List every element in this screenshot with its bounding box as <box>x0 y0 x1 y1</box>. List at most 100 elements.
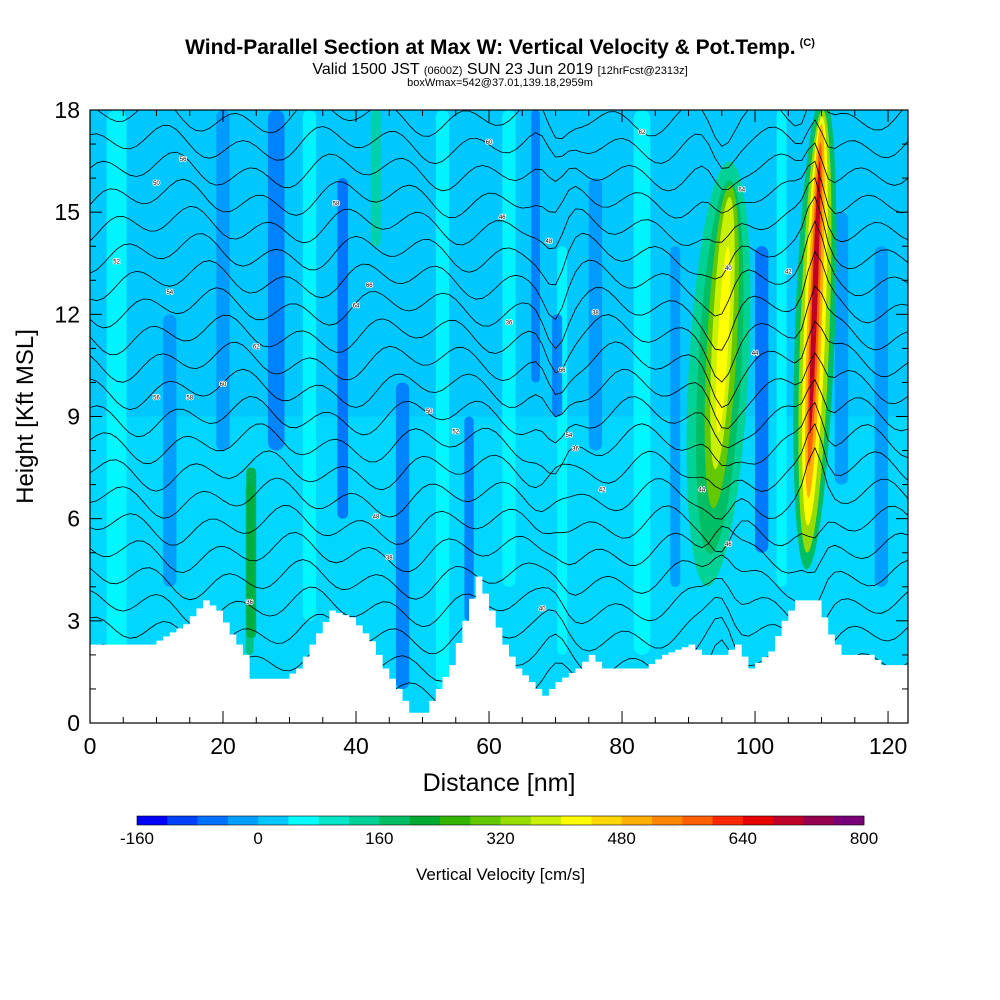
field-band <box>435 110 450 689</box>
contour-label: 46 <box>499 215 506 221</box>
theta-contour <box>90 250 908 351</box>
theta-contour <box>90 195 908 286</box>
colorbar-swatch <box>318 816 350 825</box>
contour-label: 44 <box>698 487 705 493</box>
contour-label: 62 <box>639 130 646 136</box>
theta-contour <box>90 285 908 383</box>
colorbar-swatch <box>591 816 622 825</box>
colorbar: -160 0 160 320 480 640 800 Vertical Velocity [c… <box>120 815 878 884</box>
contour-label: 60 <box>220 382 227 388</box>
contour-label: 54 <box>166 290 173 296</box>
theta-contour <box>90 160 908 219</box>
x-tick-label: 80 <box>609 733 635 759</box>
colorbar-tick-label: 320 <box>486 829 514 848</box>
contour-label: 40 <box>539 607 546 613</box>
colorbar-label: Vertical Velocity [cm/s] <box>416 865 585 884</box>
field-band <box>755 246 769 553</box>
colorbar-swatch <box>833 816 865 825</box>
x-tick-label: 40 <box>343 733 369 759</box>
chart-subtitle: Valid 1500 JST (0600Z) SUN 23 Jun 2019 [… <box>312 61 688 78</box>
y-axis-label: Height [Kft MSL] <box>12 329 39 504</box>
y-tick-label: 3 <box>67 608 80 634</box>
contour-label: 36 <box>572 447 579 453</box>
colorbar-tick-label: 800 <box>850 829 878 848</box>
theta-contour <box>90 505 908 553</box>
field-band <box>267 110 285 451</box>
y-tick-label: 9 <box>67 404 80 430</box>
y-tick-label: 15 <box>54 199 80 225</box>
field-band <box>588 178 603 451</box>
field-band <box>834 212 849 485</box>
updraft-shading <box>809 161 821 434</box>
colorbar-swatch <box>409 816 441 825</box>
theta-contour <box>90 578 908 645</box>
contour-label: 64 <box>353 304 360 310</box>
theta-contour <box>90 220 908 320</box>
colorbar-swatch <box>379 816 410 825</box>
colorbar-swatch <box>621 816 653 825</box>
y-tick-label: 0 <box>67 710 80 736</box>
downdraft-shading <box>552 314 563 417</box>
contour-label: 42 <box>785 269 792 275</box>
colorbar-tick-label: 0 <box>253 829 262 848</box>
colorbar-swatch <box>651 816 683 825</box>
contour-label: 50 <box>426 409 433 415</box>
terrain <box>90 576 908 723</box>
colorbar-swatch <box>712 816 744 825</box>
field-band <box>670 246 681 587</box>
colorbar-swatch <box>439 816 471 825</box>
x-tick-label: 60 <box>476 733 502 759</box>
x-axis-label: Distance [nm] <box>423 769 576 797</box>
contour-label: 58 <box>186 395 193 401</box>
y-tick-label: 18 <box>54 97 80 123</box>
colorbar-tick-label: 480 <box>607 829 635 848</box>
colorbar-swatch <box>167 816 198 825</box>
theta-contour <box>90 177 908 250</box>
contour-label: 38 <box>386 556 393 562</box>
field-band <box>216 110 230 451</box>
contour-label: 38 <box>592 310 599 316</box>
theta-contour <box>90 320 908 409</box>
contour-label: 58 <box>333 201 340 207</box>
x-tick-label: 0 <box>84 733 97 759</box>
theta-contour <box>90 446 908 520</box>
colorbar-swatch <box>773 816 804 825</box>
contour-label: 48 <box>546 239 553 245</box>
theta-contour <box>90 352 908 429</box>
contour-label: 52 <box>113 259 120 265</box>
chart-title: Wind-Parallel Section at Max W: Vertical… <box>185 36 815 59</box>
field-band <box>531 110 540 383</box>
updraft-shading <box>246 467 257 638</box>
colorbar-swatch <box>742 816 774 825</box>
field-band <box>633 110 651 655</box>
field-band <box>337 178 349 519</box>
contour-label: 66 <box>366 283 373 289</box>
theta-contour <box>90 525 908 574</box>
contour-label: 60 <box>486 140 493 146</box>
y-tick-label: 12 <box>54 301 80 327</box>
colorbar-swatch <box>137 816 168 825</box>
colorbar-frame <box>136 815 865 826</box>
theta-contour <box>90 401 908 475</box>
contour-label: 62 <box>253 344 260 350</box>
contour-label: 56 <box>180 157 187 163</box>
updraft-shading <box>715 246 731 434</box>
theta-contour <box>90 554 908 610</box>
field-band <box>395 382 410 689</box>
chart-box-info: boxWmax=542@37.01,139.18,2959m <box>407 77 593 89</box>
field-band <box>302 110 317 621</box>
field-band <box>464 416 474 621</box>
colorbar-swatch <box>288 816 320 825</box>
contour-label: 48 <box>373 515 380 521</box>
theta-contour <box>90 119 908 169</box>
theta-contour <box>90 378 908 449</box>
colorbar-swatch <box>561 816 592 825</box>
theta-contour <box>90 142 908 192</box>
colorbar-swatch <box>349 816 380 825</box>
theta-contour <box>90 423 908 492</box>
colorbar-swatch <box>682 816 713 825</box>
theta-contour <box>96 110 903 147</box>
colorbar-swatch <box>470 816 501 825</box>
